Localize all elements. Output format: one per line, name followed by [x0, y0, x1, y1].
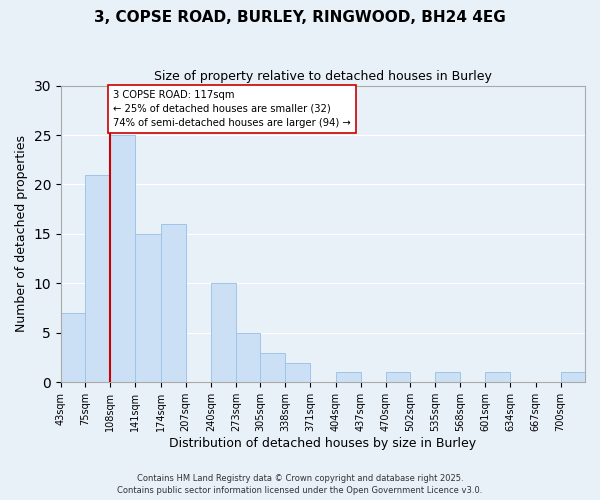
Bar — [560, 372, 586, 382]
Text: Contains HM Land Registry data © Crown copyright and database right 2025.
Contai: Contains HM Land Registry data © Crown c… — [118, 474, 482, 495]
Title: Size of property relative to detached houses in Burley: Size of property relative to detached ho… — [154, 70, 492, 83]
Bar — [485, 372, 511, 382]
Text: 3 COPSE ROAD: 117sqm
← 25% of detached houses are smaller (32)
74% of semi-detac: 3 COPSE ROAD: 117sqm ← 25% of detached h… — [113, 90, 351, 128]
Bar — [161, 224, 185, 382]
Bar — [335, 372, 361, 382]
Bar — [61, 313, 85, 382]
X-axis label: Distribution of detached houses by size in Burley: Distribution of detached houses by size … — [169, 437, 476, 450]
Bar — [110, 135, 136, 382]
Bar — [260, 352, 285, 382]
Y-axis label: Number of detached properties: Number of detached properties — [15, 136, 28, 332]
Bar — [85, 174, 110, 382]
Bar — [435, 372, 460, 382]
Bar — [386, 372, 410, 382]
Bar — [136, 234, 161, 382]
Text: 3, COPSE ROAD, BURLEY, RINGWOOD, BH24 4EG: 3, COPSE ROAD, BURLEY, RINGWOOD, BH24 4E… — [94, 10, 506, 25]
Bar — [285, 362, 310, 382]
Bar — [211, 284, 236, 382]
Bar — [236, 333, 260, 382]
